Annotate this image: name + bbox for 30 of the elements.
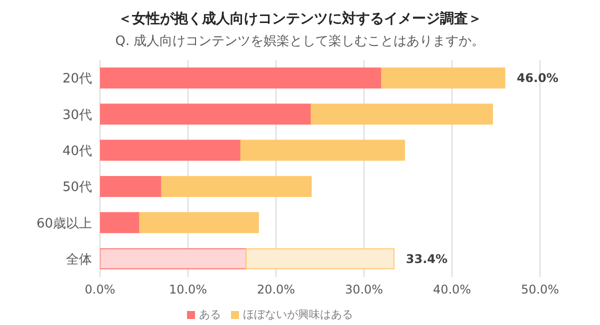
y-tick-label: 50代: [62, 180, 92, 196]
chart-subtitle: Q. 成人向けコンテンツを娯楽として楽しむことはありますか。: [114, 33, 486, 51]
chart-title: ＜女性が抱く成人向けコンテンツに対するイメージ調査＞: [117, 10, 483, 29]
x-tick-label: 10.0%: [168, 282, 208, 297]
bar: [246, 248, 394, 270]
y-tick-label: 全体: [66, 252, 92, 268]
x-tick-label: 0.0%: [84, 282, 116, 297]
bar: [100, 67, 382, 88]
legend-label: ある: [199, 308, 221, 321]
total-label: 33.4%: [406, 252, 448, 266]
bar: [100, 176, 162, 197]
bar: [240, 140, 405, 161]
bar: [100, 248, 247, 270]
bar: [100, 104, 312, 125]
y-tick-label: 60歳以上: [36, 216, 92, 232]
y-tick-label: 40代: [62, 144, 92, 160]
bar: [100, 140, 242, 161]
x-tick-label: 20.0%: [256, 282, 296, 297]
bar: [161, 176, 312, 197]
x-tick-label: 30.0%: [344, 282, 384, 297]
y-tick-label: 20代: [62, 72, 92, 87]
bar: [310, 104, 493, 125]
x-tick-label: 40.0%: [432, 282, 472, 297]
legend-label: ほぼないが興味はある: [243, 308, 353, 321]
bar: [381, 67, 506, 88]
bar: [139, 212, 259, 234]
bar: [100, 212, 140, 234]
y-tick-label: 30代: [62, 108, 92, 123]
x-tick-label: 50.0%: [520, 282, 560, 297]
total-label: 46.0%: [516, 71, 558, 86]
